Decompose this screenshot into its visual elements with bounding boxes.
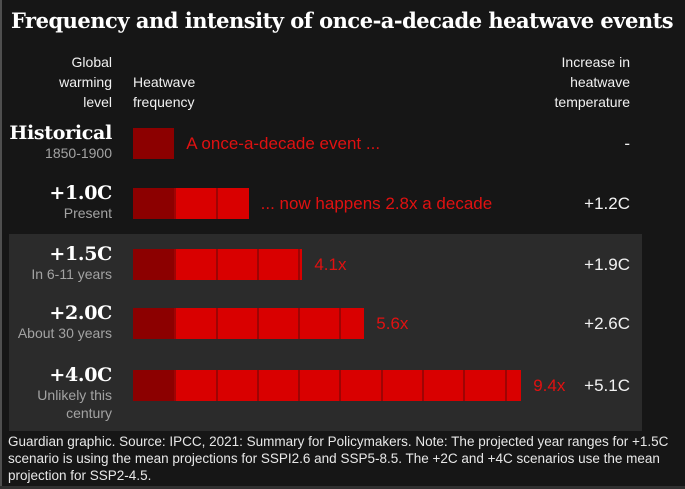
level-block: +4.0C Unlikely this century — [37, 364, 112, 422]
level-label: +1.5C — [49, 243, 112, 265]
bar-segment — [174, 249, 216, 280]
bar-segment-baseline — [133, 128, 175, 159]
col-header-temperature-increase: Increase in heatwave temperature — [554, 54, 630, 110]
level-sublabel: Present — [63, 205, 112, 221]
bar-segment — [463, 370, 505, 401]
frequency-bar — [133, 128, 175, 159]
frequency-bar — [133, 249, 303, 280]
level-label: +1.0C — [49, 182, 112, 204]
bar-segment-partial — [298, 249, 303, 280]
level-sublabel: In 6-11 years — [31, 266, 112, 282]
level-block: Historical 1850-1900 — [9, 122, 112, 162]
bar-segment — [298, 308, 340, 339]
bar-segment — [256, 249, 299, 280]
bar-segment — [422, 370, 464, 401]
level-label: +4.0C — [49, 364, 112, 386]
bar-segment — [215, 370, 257, 401]
level-label: +2.0C — [49, 302, 112, 324]
level-sublabel: Unlikely this century — [37, 387, 112, 421]
chart-row: +1.5C In 6-11 years 4.1x +1.9C — [0, 241, 685, 301]
annotation-label: 4.1x — [314, 255, 347, 274]
chart-row: +2.0C About 30 years 5.6x +2.6C — [0, 300, 685, 360]
bar-segment — [256, 308, 299, 339]
bar-segment — [174, 308, 216, 339]
bar-segment — [215, 308, 257, 339]
frequency-bar — [133, 308, 365, 339]
annotation-label: ... now happens 2.8x a decade — [260, 194, 493, 213]
bar-segment-partial — [339, 308, 365, 339]
temp-increase-value: +2.6C — [584, 314, 630, 333]
temp-increase-value: +1.2C — [584, 194, 630, 213]
level-block: +1.5C In 6-11 years — [31, 243, 112, 283]
temp-increase-value: - — [624, 134, 630, 153]
left-border — [0, 0, 2, 489]
chart-row: +1.0C Present ... now happens 2.8x a decad… — [0, 180, 685, 240]
col-header-heatwave-frequency: Heatwave frequency — [133, 74, 196, 110]
level-block: +1.0C Present — [49, 182, 112, 222]
bar-segment — [380, 370, 423, 401]
bar-segment — [339, 370, 381, 401]
bar-segment — [174, 370, 216, 401]
bar-segment-baseline — [133, 370, 175, 401]
bar-segment-baseline — [133, 308, 175, 339]
level-block: +2.0C About 30 years — [18, 302, 112, 342]
frequency-bar — [133, 188, 249, 219]
bottom-border — [0, 486, 685, 489]
col-header-warming-level: Global warming level — [59, 54, 112, 110]
bar-segment-partial — [504, 370, 522, 401]
annotation-label: 9.4x — [533, 376, 566, 395]
chart-title: Frequency and intensity of once-a-decade… — [11, 8, 674, 33]
bar-segment — [215, 249, 257, 280]
chart-row: Historical 1850-1900 A once-a-decade event… — [0, 120, 685, 180]
level-sublabel: 1850-1900 — [45, 145, 112, 161]
bar-segment — [298, 370, 340, 401]
frequency-bar — [133, 370, 522, 401]
bar-segment-baseline — [133, 188, 175, 219]
bar-segment-partial — [215, 188, 249, 219]
bar-segment-baseline — [133, 249, 175, 280]
footer-note: Guardian graphic. Source: IPCC, 2021: Su… — [8, 434, 669, 483]
temp-increase-value: +5.1C — [584, 376, 630, 395]
bar-segment — [256, 370, 299, 401]
level-label: Historical — [9, 122, 112, 144]
bar-segment — [174, 188, 216, 219]
temp-increase-value: +1.9C — [584, 255, 630, 274]
annotation-label: A once-a-decade event ... — [186, 134, 381, 153]
chart-row: +4.0C Unlikely this century 9.4x +5.1C — [0, 362, 685, 422]
annotation-label: 5.6x — [376, 314, 409, 333]
level-sublabel: About 30 years — [17, 325, 112, 341]
